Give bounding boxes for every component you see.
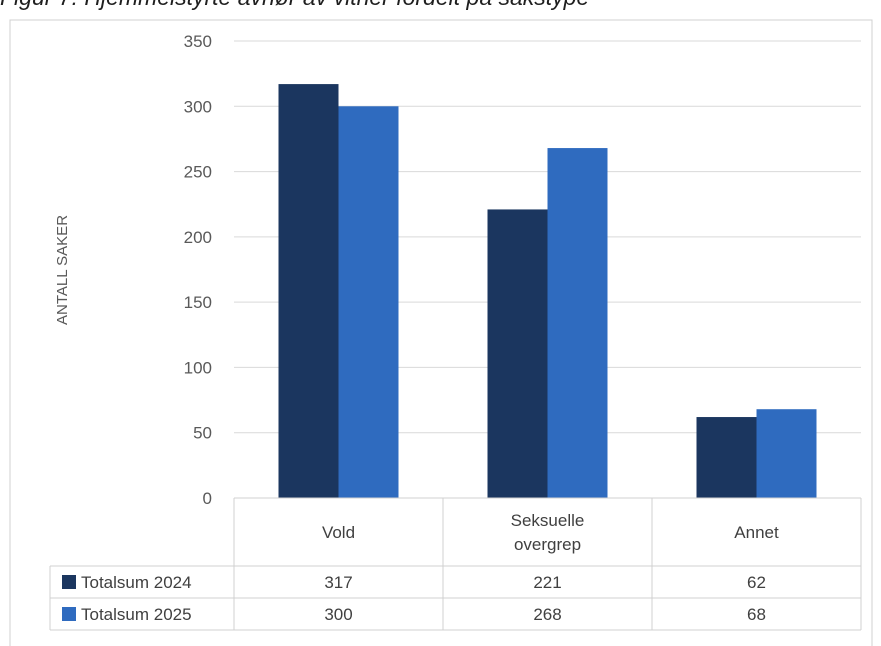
bar (338, 106, 399, 499)
data-label: 68 (747, 605, 766, 624)
data-label: 317 (324, 573, 352, 592)
labels: 0 50 100 150 200 250 300 350 Vold Seksuelle overgr… (81, 32, 779, 624)
data-label: 62 (747, 573, 766, 592)
y-tick-label: 0 (203, 489, 212, 508)
y-tick-label: 100 (184, 358, 212, 377)
data-label: 268 (533, 605, 561, 624)
y-tick-label: 300 (184, 97, 212, 116)
bar (487, 209, 548, 499)
legend-swatch (62, 575, 76, 589)
data-label: 221 (533, 573, 561, 592)
bars (278, 84, 817, 499)
bar (696, 417, 757, 498)
data-label: 300 (324, 605, 352, 624)
category-label: Annet (734, 523, 779, 542)
category-label: overgrep (514, 535, 581, 554)
series-name: Totalsum 2024 (81, 573, 192, 592)
category-label: Seksuelle (511, 511, 585, 530)
category-label: Vold (322, 523, 355, 542)
chart-frame (9, 19, 873, 646)
y-tick-label: 200 (184, 228, 212, 247)
y-tick-label: 150 (184, 293, 212, 312)
y-axis-title: ANTALL SAKER (54, 215, 71, 325)
chart-title: Figur 7: Hjemmelstyrte avhør av vitner f… (0, 0, 589, 11)
y-tick-label: 50 (193, 424, 212, 443)
data-table (49, 497, 862, 631)
series-name: Totalsum 2025 (81, 605, 192, 624)
bar (756, 409, 817, 498)
y-tick-label: 250 (184, 163, 212, 182)
bar (547, 148, 608, 498)
legend-swatch (62, 607, 76, 621)
bar (278, 84, 339, 499)
y-tick-label: 350 (184, 32, 212, 51)
